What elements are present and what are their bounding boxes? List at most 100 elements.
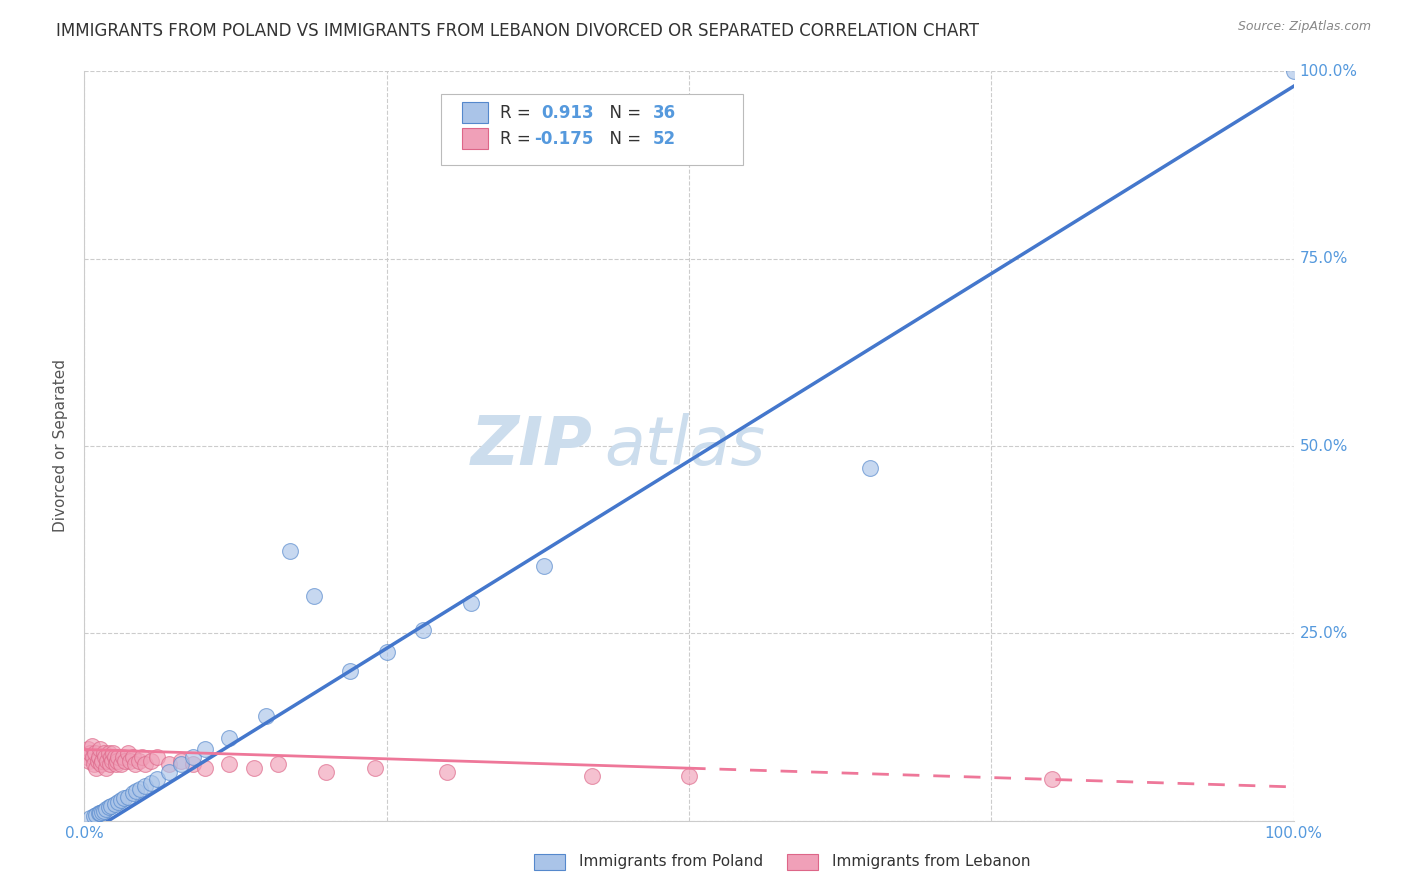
Point bbox=[83, 757, 105, 772]
Point bbox=[91, 754, 114, 768]
Text: 50.0%: 50.0% bbox=[1299, 439, 1348, 453]
Text: N =: N = bbox=[599, 103, 647, 121]
Point bbox=[146, 772, 169, 787]
Point bbox=[129, 782, 152, 797]
Point bbox=[112, 750, 135, 764]
Point bbox=[157, 764, 180, 779]
Text: N =: N = bbox=[599, 130, 647, 148]
Point bbox=[77, 754, 100, 768]
Y-axis label: Divorced or Separated: Divorced or Separated bbox=[53, 359, 69, 533]
Point bbox=[107, 750, 129, 764]
Text: Immigrants from Poland: Immigrants from Poland bbox=[579, 855, 763, 869]
Point bbox=[84, 746, 107, 760]
Text: IMMIGRANTS FROM POLAND VS IMMIGRANTS FROM LEBANON DIVORCED OR SEPARATED CORRELAT: IMMIGRANTS FROM POLAND VS IMMIGRANTS FRO… bbox=[56, 22, 979, 40]
Point bbox=[267, 757, 290, 772]
Point bbox=[412, 623, 434, 637]
Point bbox=[157, 757, 180, 772]
Point bbox=[181, 757, 204, 772]
Point bbox=[76, 750, 98, 764]
Point bbox=[94, 761, 117, 775]
Point bbox=[87, 806, 110, 821]
Point bbox=[121, 750, 143, 764]
Text: R =: R = bbox=[501, 130, 536, 148]
Text: R =: R = bbox=[501, 103, 536, 121]
Point bbox=[80, 739, 103, 753]
Point bbox=[678, 769, 700, 783]
Point bbox=[94, 750, 117, 764]
Point bbox=[533, 558, 555, 573]
Text: 36: 36 bbox=[652, 103, 676, 121]
Point bbox=[170, 754, 193, 768]
Point bbox=[302, 589, 325, 603]
Point bbox=[104, 757, 127, 772]
Point bbox=[218, 757, 240, 772]
Point bbox=[194, 761, 217, 775]
Point bbox=[93, 746, 115, 760]
Point bbox=[86, 761, 108, 775]
Point bbox=[339, 664, 361, 678]
Point bbox=[94, 802, 117, 816]
Point bbox=[79, 811, 101, 825]
Point bbox=[82, 750, 104, 764]
Point bbox=[97, 746, 120, 760]
Point bbox=[375, 645, 398, 659]
Point bbox=[110, 757, 132, 772]
Point bbox=[170, 757, 193, 772]
Text: 52: 52 bbox=[652, 130, 676, 148]
Point bbox=[315, 764, 337, 779]
Point bbox=[105, 754, 128, 768]
Point bbox=[83, 809, 105, 823]
Point bbox=[100, 750, 122, 764]
FancyBboxPatch shape bbox=[441, 94, 744, 165]
Point bbox=[278, 544, 301, 558]
Point bbox=[146, 750, 169, 764]
Point bbox=[98, 757, 121, 772]
Point bbox=[460, 596, 482, 610]
Point bbox=[1282, 64, 1305, 78]
Text: 75.0%: 75.0% bbox=[1299, 252, 1348, 266]
Point bbox=[89, 806, 111, 821]
Point bbox=[363, 761, 385, 775]
Point bbox=[110, 792, 132, 806]
Point bbox=[96, 754, 118, 768]
Point bbox=[859, 461, 882, 475]
Point bbox=[218, 731, 240, 746]
Text: 0.913: 0.913 bbox=[541, 103, 595, 121]
Point bbox=[120, 754, 142, 768]
Point bbox=[242, 761, 264, 775]
Text: 25.0%: 25.0% bbox=[1299, 626, 1348, 640]
Text: -0.175: -0.175 bbox=[534, 130, 593, 148]
Point bbox=[101, 754, 124, 768]
Point bbox=[107, 795, 129, 809]
Point bbox=[139, 754, 162, 768]
Bar bbox=[461, 128, 488, 149]
Point bbox=[79, 746, 101, 760]
Point bbox=[194, 742, 217, 756]
Point bbox=[87, 750, 110, 764]
Point bbox=[124, 757, 146, 772]
Point bbox=[128, 754, 150, 768]
Text: 100.0%: 100.0% bbox=[1299, 64, 1358, 78]
Point bbox=[117, 746, 139, 760]
Point bbox=[436, 764, 458, 779]
Text: Immigrants from Lebanon: Immigrants from Lebanon bbox=[832, 855, 1031, 869]
Point bbox=[91, 805, 114, 819]
Point bbox=[93, 804, 115, 818]
Point bbox=[117, 789, 139, 804]
Point bbox=[97, 800, 120, 814]
Point bbox=[104, 797, 127, 812]
Point bbox=[86, 754, 108, 768]
Text: ZIP: ZIP bbox=[471, 413, 592, 479]
Point bbox=[131, 750, 153, 764]
Point bbox=[100, 798, 122, 813]
Point bbox=[89, 742, 111, 756]
Point bbox=[112, 791, 135, 805]
Point bbox=[77, 742, 100, 756]
Point bbox=[139, 776, 162, 790]
Point bbox=[90, 757, 112, 772]
Point bbox=[86, 807, 108, 822]
Point bbox=[134, 757, 156, 772]
Point bbox=[581, 769, 603, 783]
Point bbox=[254, 708, 277, 723]
Point bbox=[1040, 772, 1063, 787]
